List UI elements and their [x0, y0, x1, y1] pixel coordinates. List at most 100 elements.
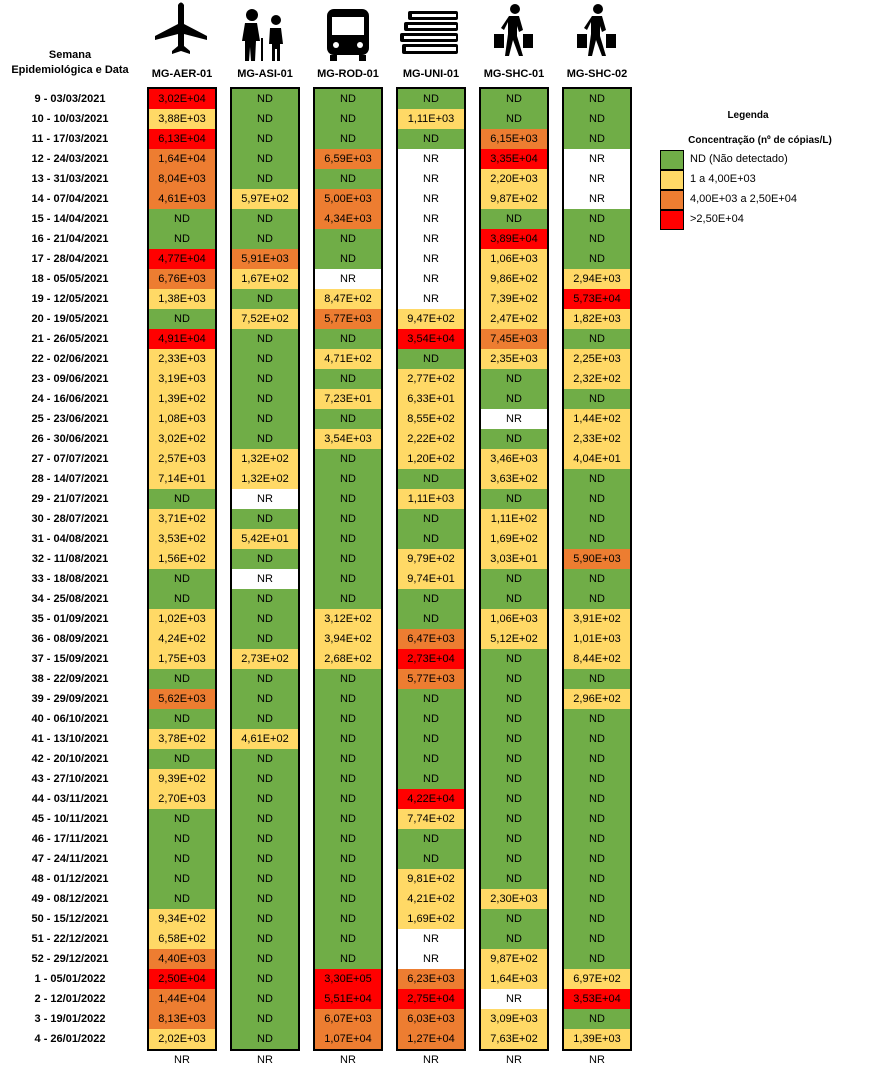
week-label: 17 - 28/04/2021	[31, 253, 109, 265]
column-header: MG-SHC-02	[566, 68, 628, 80]
cell: ND	[232, 1009, 298, 1029]
cell: 2,30E+03	[481, 889, 547, 909]
cell: 4,22E+04	[398, 789, 464, 809]
cell: 1,38E+03	[149, 289, 215, 309]
cell: 2,68E+02	[315, 649, 381, 669]
cell: ND	[398, 729, 464, 749]
cell: ND	[149, 889, 215, 909]
week-label: 13 - 31/03/2021	[31, 173, 109, 185]
cell: ND	[398, 849, 464, 869]
week-label: 34 - 25/08/2021	[31, 593, 109, 605]
cell: ND	[315, 329, 381, 349]
row-header-line: Epidemiológica e Data	[11, 64, 129, 76]
cell: 5,73E+04	[564, 289, 630, 309]
cell: ND	[149, 829, 215, 849]
week-label: 16 - 21/04/2021	[31, 233, 109, 245]
cell: 7,39E+02	[481, 289, 547, 309]
cell: NR	[232, 569, 298, 589]
cell: ND	[398, 529, 464, 549]
cell: ND	[315, 589, 381, 609]
week-label: 25 - 23/06/2021	[31, 413, 109, 425]
cell: ND	[315, 549, 381, 569]
row-header: Semana Epidemiológica e Data	[0, 48, 140, 78]
legend-title: Legenda	[727, 110, 769, 121]
footer-cell: NR	[257, 1054, 273, 1066]
footer-cell: NR	[589, 1054, 605, 1066]
cell: ND	[564, 89, 630, 109]
cell: 1,64E+04	[149, 149, 215, 169]
cell: 8,13E+03	[149, 1009, 215, 1029]
cell: 1,20E+02	[398, 449, 464, 469]
cell: 3,54E+03	[315, 429, 381, 449]
cell: ND	[149, 669, 215, 689]
cell: NR	[481, 409, 547, 429]
cell: NR	[398, 169, 464, 189]
week-label: 15 - 14/04/2021	[31, 213, 109, 225]
cell: 9,34E+02	[149, 909, 215, 929]
cell: 4,91E+04	[149, 329, 215, 349]
cell: 5,97E+02	[232, 189, 298, 209]
legend-swatch	[660, 150, 684, 170]
cell: ND	[315, 849, 381, 869]
cell: 3,54E+04	[398, 329, 464, 349]
cell: ND	[232, 589, 298, 609]
cell: ND	[481, 729, 547, 749]
week-label: 3 - 19/01/2022	[34, 1013, 106, 1025]
cell: NR	[315, 269, 381, 289]
cell: ND	[315, 489, 381, 509]
cell: ND	[315, 889, 381, 909]
cell: 1,39E+03	[564, 1029, 630, 1049]
cell: ND	[481, 369, 547, 389]
cell: 5,62E+03	[149, 689, 215, 709]
cell: ND	[232, 129, 298, 149]
cell: ND	[564, 809, 630, 829]
cell: ND	[315, 109, 381, 129]
cell: ND	[481, 829, 547, 849]
cell: 4,34E+03	[315, 209, 381, 229]
bus-icon	[327, 9, 369, 61]
cell: ND	[564, 1009, 630, 1029]
cell: ND	[564, 829, 630, 849]
cell: 2,77E+02	[398, 369, 464, 389]
cell: 2,70E+03	[149, 789, 215, 809]
cell: NR	[398, 209, 464, 229]
cell: ND	[315, 249, 381, 269]
cell: 6,58E+02	[149, 929, 215, 949]
cell: ND	[481, 869, 547, 889]
cell: 3,53E+04	[564, 989, 630, 1009]
cell: 5,90E+03	[564, 549, 630, 569]
column-header: MG-UNI-01	[402, 68, 460, 80]
cell: ND	[232, 889, 298, 909]
cell: ND	[315, 669, 381, 689]
cell: ND	[564, 789, 630, 809]
cell: ND	[564, 769, 630, 789]
cell: ND	[149, 209, 215, 229]
shopper-icon	[494, 4, 533, 56]
week-label: 20 - 19/05/2021	[31, 313, 109, 325]
cell: ND	[564, 889, 630, 909]
week-label: 1 - 05/01/2022	[34, 973, 106, 985]
cell: 1,01E+03	[564, 629, 630, 649]
cell: ND	[564, 389, 630, 409]
cell: 2,73E+04	[398, 649, 464, 669]
cell: ND	[232, 609, 298, 629]
cell: ND	[315, 469, 381, 489]
cell: ND	[232, 209, 298, 229]
week-label: 12 - 24/03/2021	[31, 153, 109, 165]
week-label: 45 - 10/11/2021	[31, 813, 109, 825]
cell: ND	[315, 129, 381, 149]
cell: ND	[481, 749, 547, 769]
legend-item: 1 a 4,00E+03	[660, 170, 860, 190]
cell: 1,69E+02	[398, 909, 464, 929]
cell: 6,23E+03	[398, 969, 464, 989]
cell: 1,32E+02	[232, 469, 298, 489]
cell: 1,67E+02	[232, 269, 298, 289]
week-label: 4 - 26/01/2022	[34, 1033, 106, 1045]
cell: ND	[564, 569, 630, 589]
week-label: 30 - 28/07/2021	[31, 513, 109, 525]
week-label: 42 - 20/10/2021	[31, 753, 109, 765]
cell: 9,74E+01	[398, 569, 464, 589]
column: ND ND ND 6,59E+03 ND 5,00E+03 4,34E+03 ND ND NR 8,…	[313, 87, 383, 1051]
cell: 1,64E+03	[481, 969, 547, 989]
cell: NR	[481, 989, 547, 1009]
